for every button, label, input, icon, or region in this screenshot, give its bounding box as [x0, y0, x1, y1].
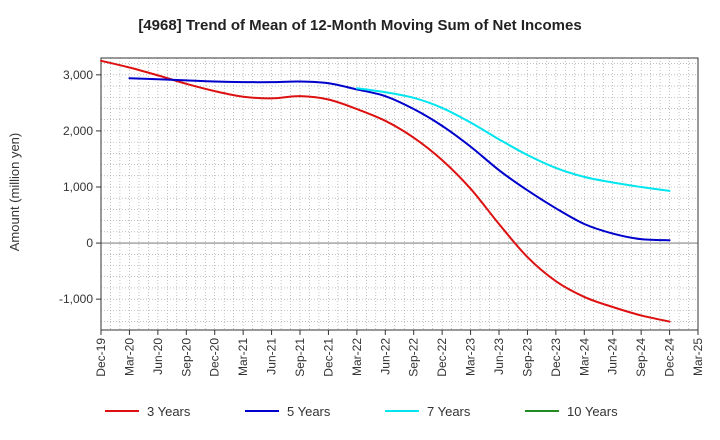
x-tick-label: Jun-23	[492, 338, 506, 375]
y-tick-label: 2,000	[63, 124, 93, 138]
x-tick-label: Sep-24	[634, 338, 648, 377]
x-tick-label: Dec-22	[435, 338, 449, 377]
legend-item-5-years: 5 Years	[245, 404, 331, 419]
legend-item-10-years: 10 Years	[525, 404, 618, 419]
x-tick-label: Jun-22	[378, 338, 392, 375]
x-tick-label: Mar-24	[577, 338, 591, 376]
x-tick-label: Dec-20	[208, 338, 222, 377]
axes: -1,000 0 1,000 2,000 3,000 Dec-19 Mar-20 Jun-20…	[59, 57, 705, 377]
x-tick-label: Mar-25	[691, 338, 705, 376]
x-tick-label: Sep-23	[520, 338, 534, 377]
legend-label: 3 Years	[147, 404, 191, 419]
x-tick-label: Sep-20	[179, 338, 193, 377]
x-tick-label: Sep-22	[407, 338, 421, 377]
x-tick-label: Dec-21	[321, 338, 335, 377]
series-lines	[100, 59, 671, 323]
x-tick-label: Jun-20	[151, 338, 165, 375]
y-tick-label: 1,000	[63, 180, 93, 194]
x-tick-label: Mar-22	[350, 338, 364, 376]
x-tick-label: Dec-24	[663, 338, 677, 377]
series-line-7-years	[355, 87, 671, 192]
x-tick-label: Jun-24	[606, 338, 620, 375]
y-tick-label: 3,000	[63, 68, 93, 82]
x-tick-label: Mar-20	[122, 338, 136, 376]
series-line-5-years	[128, 77, 671, 242]
x-tick-label: Mar-23	[464, 338, 478, 376]
y-axis-label: Amount (million yen)	[7, 133, 22, 252]
legend-label: 10 Years	[567, 404, 618, 419]
legend: 3 Years 5 Years 7 Years 10 Years	[105, 404, 618, 419]
legend-label: 5 Years	[287, 404, 331, 419]
y-tick-label: 0	[86, 236, 93, 250]
chart-title: [4968] Trend of Mean of 12-Month Moving …	[138, 17, 581, 34]
legend-item-7-years: 7 Years	[385, 404, 471, 419]
x-tick-label: Jun-21	[265, 338, 279, 375]
x-tick-label: Mar-21	[236, 338, 250, 376]
x-tick-label: Dec-19	[94, 338, 108, 377]
plot-area-frame	[100, 57, 699, 331]
legend-item-3-years: 3 Years	[105, 404, 191, 419]
y-tick-label: -1,000	[59, 292, 93, 306]
x-tick-label: Dec-23	[549, 338, 563, 377]
grid	[100, 58, 699, 330]
x-tick-label: Sep-21	[293, 338, 307, 377]
legend-label: 7 Years	[427, 404, 471, 419]
series-line-3-years	[100, 59, 671, 323]
